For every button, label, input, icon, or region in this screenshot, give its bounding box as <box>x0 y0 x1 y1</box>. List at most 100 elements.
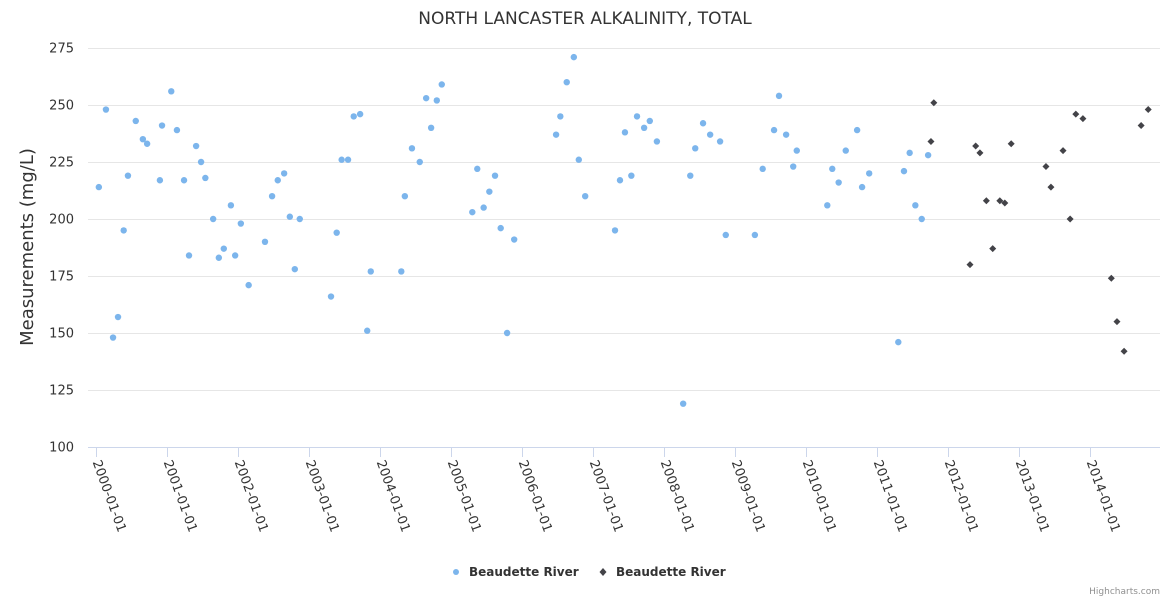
legend-item-series-1[interactable]: Beaudette River <box>453 565 579 579</box>
data-point-circle[interactable] <box>575 156 582 163</box>
data-point-circle[interactable] <box>611 227 619 234</box>
data-point-circle[interactable] <box>563 79 570 86</box>
data-point-circle[interactable] <box>782 131 790 138</box>
data-point-circle[interactable] <box>173 126 181 134</box>
data-point-circle[interactable] <box>438 81 445 88</box>
data-point-diamond[interactable] <box>1059 147 1067 155</box>
data-point-circle[interactable] <box>906 149 913 157</box>
data-point-circle[interactable] <box>274 177 281 184</box>
data-point-diamond[interactable] <box>1107 274 1115 282</box>
data-point-circle[interactable] <box>510 236 518 243</box>
data-point-circle[interactable] <box>416 158 423 166</box>
data-point-circle[interactable] <box>280 170 288 177</box>
data-point-circle[interactable] <box>327 293 335 300</box>
data-point-circle[interactable] <box>427 124 435 131</box>
data-point-circle[interactable] <box>640 124 648 131</box>
data-point-diamond[interactable] <box>1137 122 1145 130</box>
data-point-circle[interactable] <box>687 172 694 179</box>
data-point-circle[interactable] <box>180 177 188 184</box>
data-point-circle[interactable] <box>491 172 499 179</box>
data-point-diamond[interactable] <box>996 197 1004 205</box>
data-point-circle[interactable] <box>581 193 589 200</box>
data-point-circle[interactable] <box>401 193 409 200</box>
data-point-circle[interactable] <box>469 208 476 216</box>
data-point-circle[interactable] <box>422 94 430 102</box>
data-point-circle[interactable] <box>132 117 139 125</box>
data-point-circle[interactable] <box>770 126 778 134</box>
data-point-circle[interactable] <box>261 238 269 245</box>
data-point-circle[interactable] <box>291 265 298 273</box>
data-point-circle[interactable] <box>268 193 276 200</box>
data-point-circle[interactable] <box>220 245 227 252</box>
data-point-circle[interactable] <box>158 122 166 129</box>
data-point-diamond[interactable] <box>966 261 974 269</box>
data-point-circle[interactable] <box>679 400 687 407</box>
data-point-circle[interactable] <box>398 268 405 275</box>
legend-item-series-2[interactable]: Beaudette River <box>599 565 726 579</box>
data-point-diamond[interactable] <box>976 149 984 157</box>
data-point-circle[interactable] <box>344 156 352 163</box>
data-point-diamond[interactable] <box>1001 199 1009 207</box>
data-point-circle[interactable] <box>858 183 866 191</box>
data-point-circle[interactable] <box>835 179 842 186</box>
data-point-circle[interactable] <box>621 129 629 136</box>
data-point-diamond[interactable] <box>1066 215 1074 223</box>
data-point-circle[interactable] <box>646 117 653 125</box>
data-point-circle[interactable] <box>706 131 714 138</box>
data-point-circle[interactable] <box>503 329 511 337</box>
data-point-circle[interactable] <box>486 188 493 195</box>
data-point-circle[interactable] <box>692 145 699 152</box>
data-point-diamond[interactable] <box>1042 163 1050 171</box>
data-point-circle[interactable] <box>124 172 132 179</box>
data-point-circle[interactable] <box>716 138 724 145</box>
data-point-diamond[interactable] <box>1072 110 1080 118</box>
data-point-circle[interactable] <box>759 165 766 173</box>
data-point-circle[interactable] <box>139 136 147 143</box>
data-point-circle[interactable] <box>350 113 357 120</box>
data-point-circle[interactable] <box>653 138 661 145</box>
data-point-circle[interactable] <box>853 126 861 134</box>
data-point-circle[interactable] <box>109 334 117 341</box>
data-point-circle[interactable] <box>227 202 235 209</box>
data-point-circle[interactable] <box>364 327 371 334</box>
data-point-diamond[interactable] <box>930 99 938 107</box>
data-point-diamond[interactable] <box>972 142 980 150</box>
data-point-diamond[interactable] <box>1144 106 1152 114</box>
data-point-circle[interactable] <box>202 174 209 182</box>
highcharts-credits-link[interactable]: Highcharts.com <box>1089 587 1160 597</box>
data-point-circle[interactable] <box>570 53 578 61</box>
data-point-circle[interactable] <box>616 177 624 184</box>
data-point-circle[interactable] <box>237 220 245 227</box>
data-point-circle[interactable] <box>185 252 193 259</box>
data-point-circle[interactable] <box>552 131 560 138</box>
data-point-circle[interactable] <box>408 145 416 152</box>
data-point-circle[interactable] <box>918 215 925 223</box>
data-point-circle[interactable] <box>143 140 151 147</box>
data-point-circle[interactable] <box>156 177 164 184</box>
data-point-circle[interactable] <box>296 215 303 223</box>
data-point-circle[interactable] <box>215 254 223 261</box>
data-point-circle[interactable] <box>895 338 902 346</box>
data-point-circle[interactable] <box>168 88 175 95</box>
data-point-circle[interactable] <box>114 313 122 321</box>
data-point-circle[interactable] <box>95 183 103 191</box>
data-point-circle[interactable] <box>286 213 294 220</box>
data-point-circle[interactable] <box>480 204 487 211</box>
data-point-circle[interactable] <box>192 142 200 150</box>
data-point-circle[interactable] <box>628 172 635 179</box>
data-point-circle[interactable] <box>912 202 919 209</box>
data-point-circle[interactable] <box>829 165 836 173</box>
data-point-diamond[interactable] <box>1047 183 1055 191</box>
data-point-circle[interactable] <box>102 106 110 113</box>
data-point-circle[interactable] <box>900 167 908 175</box>
data-point-circle[interactable] <box>842 147 849 154</box>
data-point-circle[interactable] <box>722 231 729 239</box>
data-point-circle[interactable] <box>633 113 641 120</box>
data-point-circle[interactable] <box>333 229 340 236</box>
data-point-circle[interactable] <box>751 231 759 239</box>
data-point-circle[interactable] <box>497 224 504 232</box>
data-point-circle[interactable] <box>793 147 800 154</box>
data-point-circle[interactable] <box>120 227 127 234</box>
data-point-circle[interactable] <box>433 97 440 104</box>
data-point-circle[interactable] <box>775 92 783 100</box>
